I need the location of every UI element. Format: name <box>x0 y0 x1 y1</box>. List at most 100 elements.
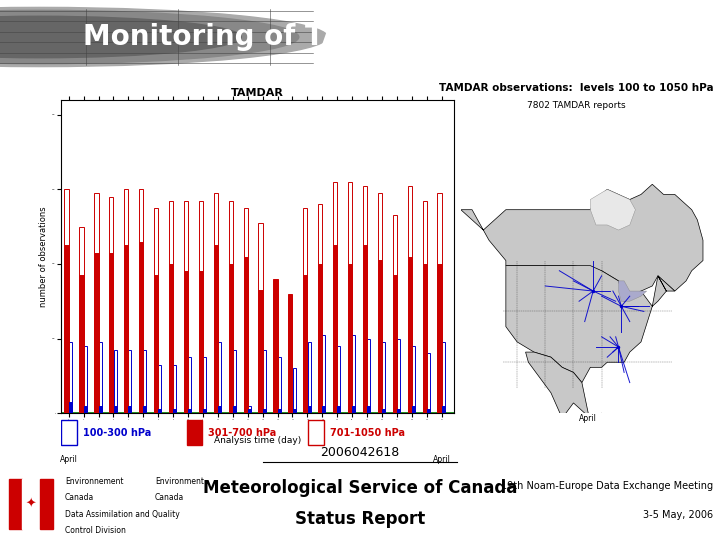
Bar <box>363 245 367 413</box>
Bar <box>61 420 77 445</box>
Bar <box>114 350 117 413</box>
Bar <box>158 409 161 413</box>
Bar <box>99 342 102 413</box>
Bar <box>79 227 84 413</box>
Bar <box>367 339 370 413</box>
Bar <box>218 342 221 413</box>
Bar <box>169 200 173 413</box>
Circle shape <box>0 16 241 58</box>
Bar <box>22 479 40 529</box>
Bar <box>438 264 441 413</box>
Bar <box>318 264 323 413</box>
Text: 100-300 hPa: 100-300 hPa <box>83 428 151 437</box>
Bar <box>114 406 117 413</box>
Bar <box>128 350 132 413</box>
Bar <box>258 290 263 413</box>
Bar <box>307 342 310 413</box>
Bar <box>278 357 281 413</box>
Bar <box>139 241 143 413</box>
Bar <box>84 406 86 413</box>
Bar <box>352 335 355 413</box>
X-axis label: Analysis time (day): Analysis time (day) <box>214 436 301 446</box>
Text: 19th Noam-Europe Data Exchange Meeting: 19th Noam-Europe Data Exchange Meeting <box>500 481 713 491</box>
Bar <box>382 409 385 413</box>
Bar <box>69 402 72 413</box>
Bar <box>392 215 397 413</box>
Bar <box>99 406 102 413</box>
Bar <box>318 204 323 413</box>
Bar <box>303 208 307 413</box>
Bar <box>154 208 158 413</box>
Bar <box>184 272 188 413</box>
Bar <box>274 294 277 413</box>
Bar <box>65 190 68 413</box>
Bar <box>143 406 146 413</box>
Bar <box>243 256 248 413</box>
Bar <box>308 420 324 445</box>
Bar <box>158 364 161 413</box>
Bar <box>263 409 266 413</box>
Bar <box>214 193 218 413</box>
Bar <box>229 264 233 413</box>
Circle shape <box>0 8 328 66</box>
Bar <box>307 406 310 413</box>
Bar <box>94 193 99 413</box>
Text: April: April <box>433 455 451 463</box>
Bar <box>188 357 192 413</box>
Bar <box>188 409 192 413</box>
Bar <box>292 409 296 413</box>
Text: 3-5 May, 2006: 3-5 May, 2006 <box>643 510 713 520</box>
Text: TAMDAR observations:  levels 100 to 1050 hPa: TAMDAR observations: levels 100 to 1050 … <box>438 83 714 93</box>
Bar <box>229 200 233 413</box>
Bar <box>348 264 352 413</box>
Polygon shape <box>526 352 607 434</box>
Bar <box>367 406 370 413</box>
Bar <box>333 182 337 413</box>
Bar <box>338 346 341 413</box>
Bar <box>423 264 427 413</box>
Bar <box>338 406 341 413</box>
Polygon shape <box>461 184 703 296</box>
Bar <box>184 200 188 413</box>
Bar <box>323 335 325 413</box>
Text: April: April <box>579 414 596 423</box>
Bar <box>278 409 281 413</box>
Bar <box>397 339 400 413</box>
Text: Environnement: Environnement <box>65 477 123 486</box>
Polygon shape <box>618 281 647 301</box>
Polygon shape <box>506 266 675 383</box>
Text: 701-1050 hPa: 701-1050 hPa <box>330 428 405 437</box>
Bar <box>109 197 114 413</box>
Bar <box>397 409 400 413</box>
Text: 7802 TAMDAR reports: 7802 TAMDAR reports <box>527 101 625 110</box>
Bar <box>303 275 307 413</box>
Y-axis label: number of observations: number of observations <box>39 206 48 307</box>
Bar <box>174 364 176 413</box>
Text: April: April <box>60 455 78 463</box>
Bar <box>392 275 397 413</box>
Text: Meteorological Service of Canada: Meteorological Service of Canada <box>203 479 517 497</box>
Bar <box>169 264 173 413</box>
Bar <box>203 357 206 413</box>
Bar <box>124 245 128 413</box>
Bar <box>292 368 296 413</box>
Bar <box>154 275 158 413</box>
Bar <box>288 298 292 413</box>
Bar <box>248 406 251 413</box>
Bar <box>124 190 128 413</box>
Bar <box>412 406 415 413</box>
Bar <box>174 409 176 413</box>
Bar <box>203 409 206 413</box>
Bar <box>233 350 236 413</box>
Bar <box>442 342 445 413</box>
Polygon shape <box>590 190 635 230</box>
Bar <box>427 354 430 413</box>
Text: Canada: Canada <box>65 494 94 502</box>
Text: Environment: Environment <box>155 477 204 486</box>
Bar <box>442 406 445 413</box>
Text: Status Report: Status Report <box>295 510 425 528</box>
Text: Control Division: Control Division <box>65 526 126 535</box>
Bar <box>348 182 352 413</box>
Text: 301-700 hPa: 301-700 hPa <box>208 428 276 437</box>
Bar <box>323 406 325 413</box>
